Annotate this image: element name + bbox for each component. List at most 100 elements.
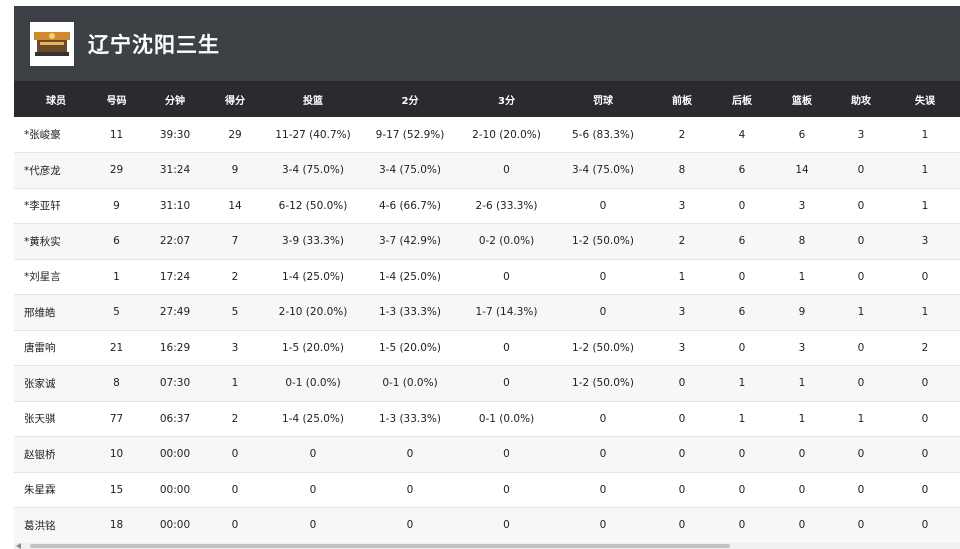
rebounds-cell: 1 bbox=[798, 412, 806, 425]
minutes-cell: 16:29 bbox=[159, 341, 191, 354]
assists-cell: 0 bbox=[857, 235, 865, 248]
col-header-3pt[interactable]: 3分 bbox=[498, 95, 515, 107]
col-header-fg[interactable]: 投篮 bbox=[303, 95, 323, 107]
col-header-player[interactable]: 球员 bbox=[46, 95, 66, 107]
minutes-cell: 22:07 bbox=[159, 235, 191, 248]
field-goals-cell: 0-1 (0.0%) bbox=[285, 377, 341, 390]
player-name-cell[interactable]: 唐雷响 bbox=[24, 342, 56, 355]
jersey-number-cell: 1 bbox=[113, 270, 120, 283]
scrollbar-thumb[interactable] bbox=[30, 544, 730, 548]
jersey-number-cell: 8 bbox=[113, 377, 120, 390]
col-header-ast[interactable]: 助攻 bbox=[851, 95, 871, 107]
points-cell: 0 bbox=[231, 448, 239, 461]
free-throws-cell: 0 bbox=[599, 306, 607, 319]
field-goals-cell: 1-4 (25.0%) bbox=[281, 270, 345, 283]
minutes-cell: 06:37 bbox=[159, 412, 191, 425]
table-row: *李亚轩 9 31:10 14 6-12 (50.0%) 4-6 (66.7%) 2-6 (… bbox=[14, 188, 960, 224]
offensive-rebounds-cell: 2 bbox=[678, 235, 686, 248]
jersey-number-cell: 11 bbox=[109, 128, 124, 141]
jersey-number-cell: 9 bbox=[113, 199, 120, 212]
offensive-rebounds-cell: 0 bbox=[678, 448, 686, 461]
field-goals-cell: 1-4 (25.0%) bbox=[281, 412, 345, 425]
points-cell: 9 bbox=[231, 164, 239, 177]
three-pointers-cell: 0 bbox=[503, 519, 510, 532]
defensive-rebounds-cell: 0 bbox=[738, 199, 746, 212]
assists-cell: 1 bbox=[857, 306, 865, 319]
minutes-cell: 00:00 bbox=[159, 519, 191, 532]
two-pointers-cell: 0 bbox=[406, 448, 414, 461]
offensive-rebounds-cell: 3 bbox=[678, 199, 686, 212]
offensive-rebounds-cell: 0 bbox=[678, 519, 686, 532]
jersey-number-cell: 10 bbox=[109, 448, 124, 461]
free-throws-cell: 3-4 (75.0%) bbox=[571, 164, 635, 177]
table-row: 邢维皓 5 27:49 5 2-10 (20.0%) 1-3 (33.3%) 1-7 (14… bbox=[14, 294, 960, 330]
defensive-rebounds-cell: 0 bbox=[738, 448, 746, 461]
points-cell: 2 bbox=[231, 270, 239, 283]
defensive-rebounds-cell: 0 bbox=[738, 270, 746, 283]
turnovers-cell: 0 bbox=[921, 377, 929, 390]
offensive-rebounds-cell: 0 bbox=[678, 377, 686, 390]
player-name-cell[interactable]: *李亚轩 bbox=[24, 200, 61, 213]
assists-cell: 0 bbox=[857, 483, 865, 496]
player-name-cell[interactable]: 赵银桥 bbox=[24, 448, 56, 461]
col-header-tov[interactable]: 失误 bbox=[915, 95, 935, 107]
three-pointers-cell: 0 bbox=[503, 164, 510, 177]
table-row: *黄秋实 6 22:07 7 3-9 (33.3%) 3-7 (42.9%) 0-2 (0.… bbox=[14, 223, 960, 259]
player-name-cell[interactable]: 邢维皓 bbox=[24, 306, 56, 319]
player-name-cell[interactable]: 葛洪铭 bbox=[24, 519, 56, 532]
three-pointers-cell: 1-7 (14.3%) bbox=[475, 306, 538, 319]
jersey-number-cell: 77 bbox=[109, 412, 124, 425]
player-name-cell[interactable]: 朱星霖 bbox=[24, 484, 56, 497]
scroll-left-arrow-icon[interactable] bbox=[16, 543, 21, 549]
rebounds-cell: 6 bbox=[798, 128, 806, 141]
offensive-rebounds-cell: 3 bbox=[678, 306, 686, 319]
three-pointers-cell: 0 bbox=[503, 377, 510, 390]
free-throws-cell: 0 bbox=[599, 199, 607, 212]
field-goals-cell: 0 bbox=[309, 519, 317, 532]
col-header-minutes[interactable]: 分钟 bbox=[165, 95, 185, 107]
defensive-rebounds-cell: 0 bbox=[738, 483, 746, 496]
rebounds-cell: 9 bbox=[798, 306, 806, 319]
rebounds-cell: 0 bbox=[798, 483, 806, 496]
assists-cell: 0 bbox=[857, 164, 865, 177]
player-name-cell[interactable]: 张家诚 bbox=[24, 377, 56, 390]
col-header-points[interactable]: 得分 bbox=[225, 95, 245, 107]
assists-cell: 3 bbox=[857, 128, 865, 141]
points-cell: 0 bbox=[231, 519, 239, 532]
player-stats-table: 球员 号码 分钟 得分 投篮 2分 3分 罚球 前板 后板 篮板 助攻 失误 *… bbox=[14, 81, 960, 544]
rebounds-cell: 14 bbox=[795, 164, 809, 177]
table-row: 赵银桥 10 00:00 0 0 0 0 0 0 0 0 0 0 bbox=[14, 436, 960, 472]
field-goals-cell: 2-10 (20.0%) bbox=[278, 306, 348, 319]
field-goals-cell: 3-4 (75.0%) bbox=[281, 164, 345, 177]
col-header-dreb[interactable]: 后板 bbox=[732, 95, 752, 107]
rebounds-cell: 0 bbox=[798, 519, 806, 532]
col-header-oreb[interactable]: 前板 bbox=[672, 95, 692, 107]
free-throws-cell: 0 bbox=[599, 270, 607, 283]
three-pointers-cell: 0 bbox=[503, 341, 510, 354]
player-name-cell[interactable]: *代彦龙 bbox=[24, 164, 61, 177]
rebounds-cell: 0 bbox=[798, 448, 806, 461]
assists-cell: 0 bbox=[857, 341, 865, 354]
field-goals-cell: 0 bbox=[309, 448, 317, 461]
rebounds-cell: 8 bbox=[798, 235, 806, 248]
player-name-cell[interactable]: *张峻豪 bbox=[24, 129, 61, 141]
turnovers-cell: 0 bbox=[921, 270, 929, 283]
jersey-number-cell: 21 bbox=[109, 341, 124, 354]
three-pointers-cell: 0-1 (0.0%) bbox=[478, 412, 535, 425]
col-header-ft[interactable]: 罚球 bbox=[593, 95, 613, 107]
points-cell: 0 bbox=[231, 483, 239, 496]
player-name-cell[interactable]: 张天骐 bbox=[24, 413, 56, 426]
player-name-cell[interactable]: *刘星言 bbox=[24, 271, 61, 284]
defensive-rebounds-cell: 1 bbox=[738, 412, 746, 425]
defensive-rebounds-cell: 4 bbox=[738, 128, 746, 141]
col-header-number[interactable]: 号码 bbox=[106, 95, 127, 107]
free-throws-cell: 1-2 (50.0%) bbox=[571, 341, 635, 354]
col-header-reb[interactable]: 篮板 bbox=[792, 95, 812, 107]
two-pointers-cell: 1-3 (33.3%) bbox=[378, 412, 442, 425]
player-name-cell[interactable]: *黄秋实 bbox=[24, 235, 61, 248]
table-row: *代彦龙 29 31:24 9 3-4 (75.0%) 3-4 (75.0%) 0 3-4 (… bbox=[14, 152, 960, 188]
horizontal-scrollbar[interactable] bbox=[14, 543, 960, 549]
col-header-2pt[interactable]: 2分 bbox=[401, 95, 419, 107]
defensive-rebounds-cell: 6 bbox=[738, 235, 746, 248]
jersey-number-cell: 18 bbox=[109, 519, 124, 532]
